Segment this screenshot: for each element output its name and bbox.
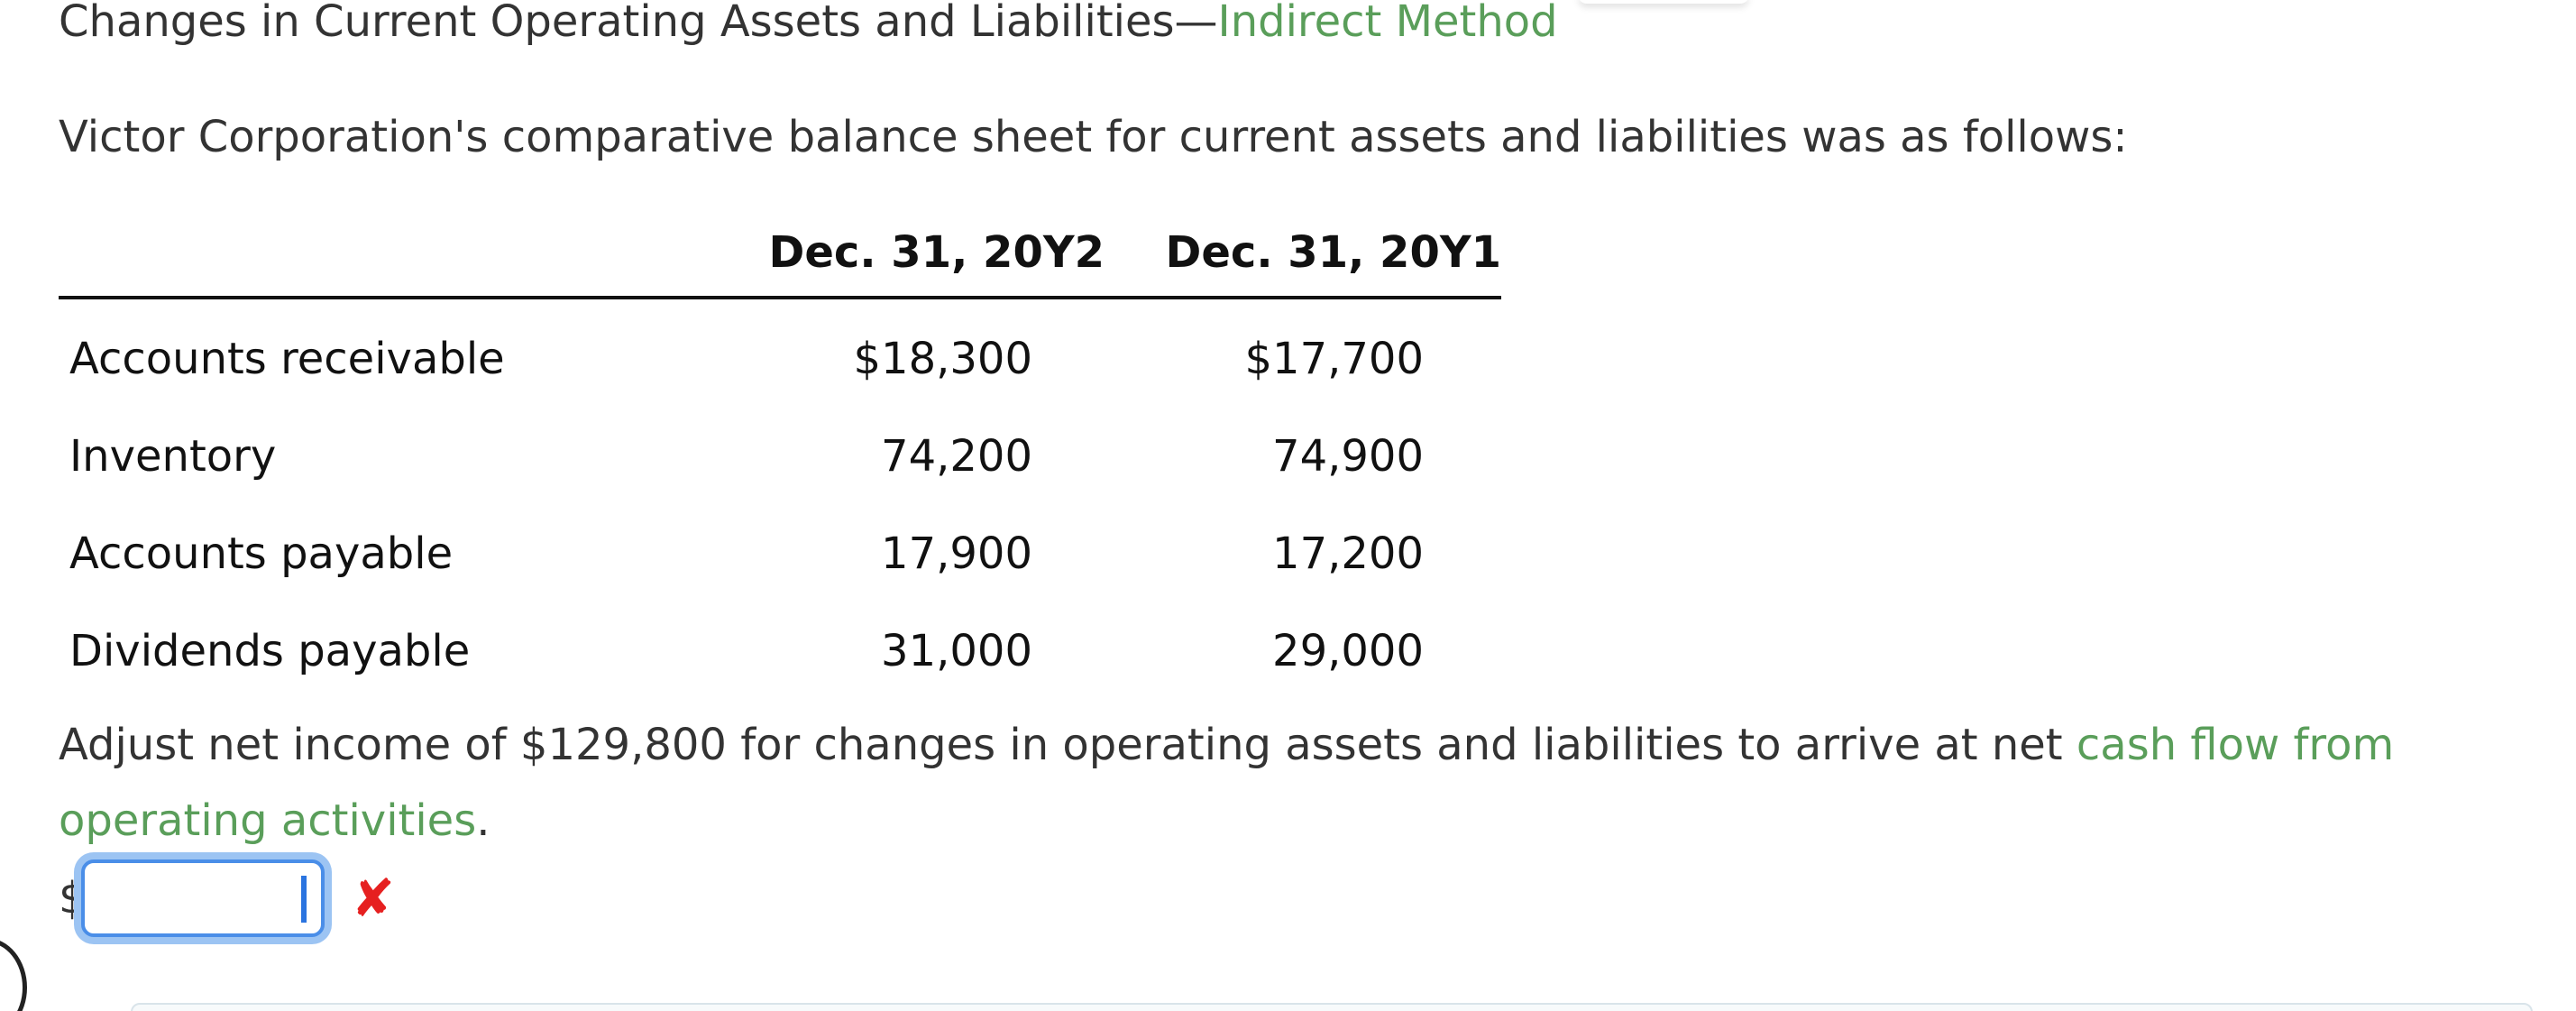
table-row: Accounts payable 17,900 17,200	[59, 505, 1501, 602]
text-caret	[300, 876, 307, 923]
indirect-method-link[interactable]: Indirect Method	[1217, 0, 1558, 47]
title-text: Changes in Current Operating Assets and …	[59, 0, 1218, 47]
table-header-row: Dec. 31, 20Y2 Dec. 31, 20Y1	[59, 209, 1501, 299]
value-20y1: 74,900	[1272, 431, 1424, 482]
cash-flow-link[interactable]: cash flow from operating activities	[59, 720, 2395, 846]
intro-text: Victor Corporation's comparative balance…	[59, 112, 2128, 162]
row-label: Dividends payable	[69, 626, 471, 676]
incorrect-x-icon: ✘	[351, 868, 396, 929]
instruction-period: .	[476, 795, 490, 846]
value-20y1: 17,200	[1272, 528, 1424, 579]
instruction-body: Adjust net income of $129,800 for change…	[59, 720, 2076, 770]
table-row: Inventory 74,200 74,900	[59, 408, 1501, 505]
header-20y1: Dec. 31, 20Y1	[1105, 209, 1501, 299]
problem-title: Changes in Current Operating Assets and …	[59, 0, 1558, 54]
header-20y2: Dec. 31, 20Y2	[676, 209, 1105, 299]
value-20y2: $18,300	[853, 334, 1033, 384]
table-row: Accounts receivable $18,300 $17,700	[59, 298, 1501, 408]
table-row: Dividends payable 31,000 29,000	[59, 602, 1501, 700]
row-label: Accounts receivable	[69, 334, 505, 384]
value-20y2: 17,900	[881, 528, 1032, 579]
header-blank	[59, 209, 676, 299]
partial-circle-icon	[0, 938, 27, 1011]
overlay-edge	[1578, 0, 1749, 4]
answer-input[interactable]	[80, 859, 325, 937]
answer-row: $ ✘	[59, 853, 395, 943]
next-panel-edge	[131, 1003, 2533, 1011]
value-20y2: 31,000	[881, 626, 1032, 676]
value-20y1: 29,000	[1272, 626, 1424, 676]
instruction-text: Adjust net income of $129,800 for change…	[59, 707, 2493, 859]
row-label: Inventory	[69, 431, 277, 482]
value-20y1: $17,700	[1244, 334, 1425, 384]
row-label: Accounts payable	[69, 528, 454, 579]
value-20y2: 74,200	[881, 431, 1032, 482]
balance-sheet-table: Dec. 31, 20Y2 Dec. 31, 20Y1 Accounts rec…	[59, 209, 1501, 700]
answer-input-wrap	[80, 859, 325, 937]
